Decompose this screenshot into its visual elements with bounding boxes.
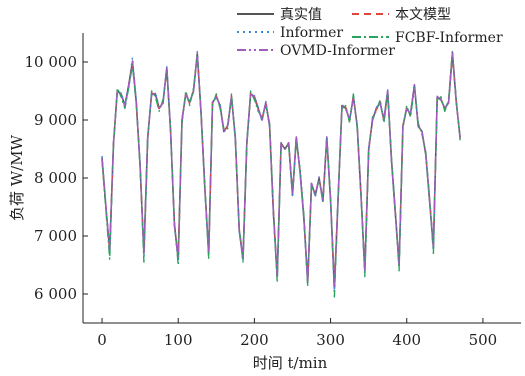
legend-label-1: 真实值 xyxy=(280,7,322,23)
legend-label-4: FCBF-Informer xyxy=(395,30,503,46)
x-tick-label: 300 xyxy=(316,331,345,349)
x-tick-label: 0 xyxy=(97,331,107,349)
x-tick-label: 400 xyxy=(392,331,421,349)
y-tick-label: 9 000 xyxy=(34,111,77,129)
y-tick-label: 7 000 xyxy=(34,227,77,245)
legend: 真实值 本文模型 Informer FCBF-InformerOVMD-Informe… xyxy=(237,7,503,59)
series-line-5 xyxy=(101,52,461,289)
y-axis-label: 负荷 W/MW xyxy=(8,134,26,221)
x-axis-label: 时间 t/min xyxy=(253,354,328,372)
plot-series xyxy=(101,49,461,298)
legend-label-5: OVMD-Informer xyxy=(280,43,395,59)
x-tick-label: 100 xyxy=(164,331,193,349)
y-tick-label: 6 000 xyxy=(34,285,77,303)
x-tick-label: 200 xyxy=(240,331,269,349)
legend-label-2: 本文模型 xyxy=(395,7,451,23)
x-tick-label: 500 xyxy=(469,331,498,349)
series-line-4 xyxy=(101,49,461,298)
y-tick-label: 8 000 xyxy=(34,169,77,187)
axes: 0 100 200 300 400 500 6 000 7 000 8 000 9 000 10 0… xyxy=(8,33,521,372)
legend-label-3: Informer xyxy=(280,25,343,41)
y-tick-label: 10 000 xyxy=(25,53,78,71)
